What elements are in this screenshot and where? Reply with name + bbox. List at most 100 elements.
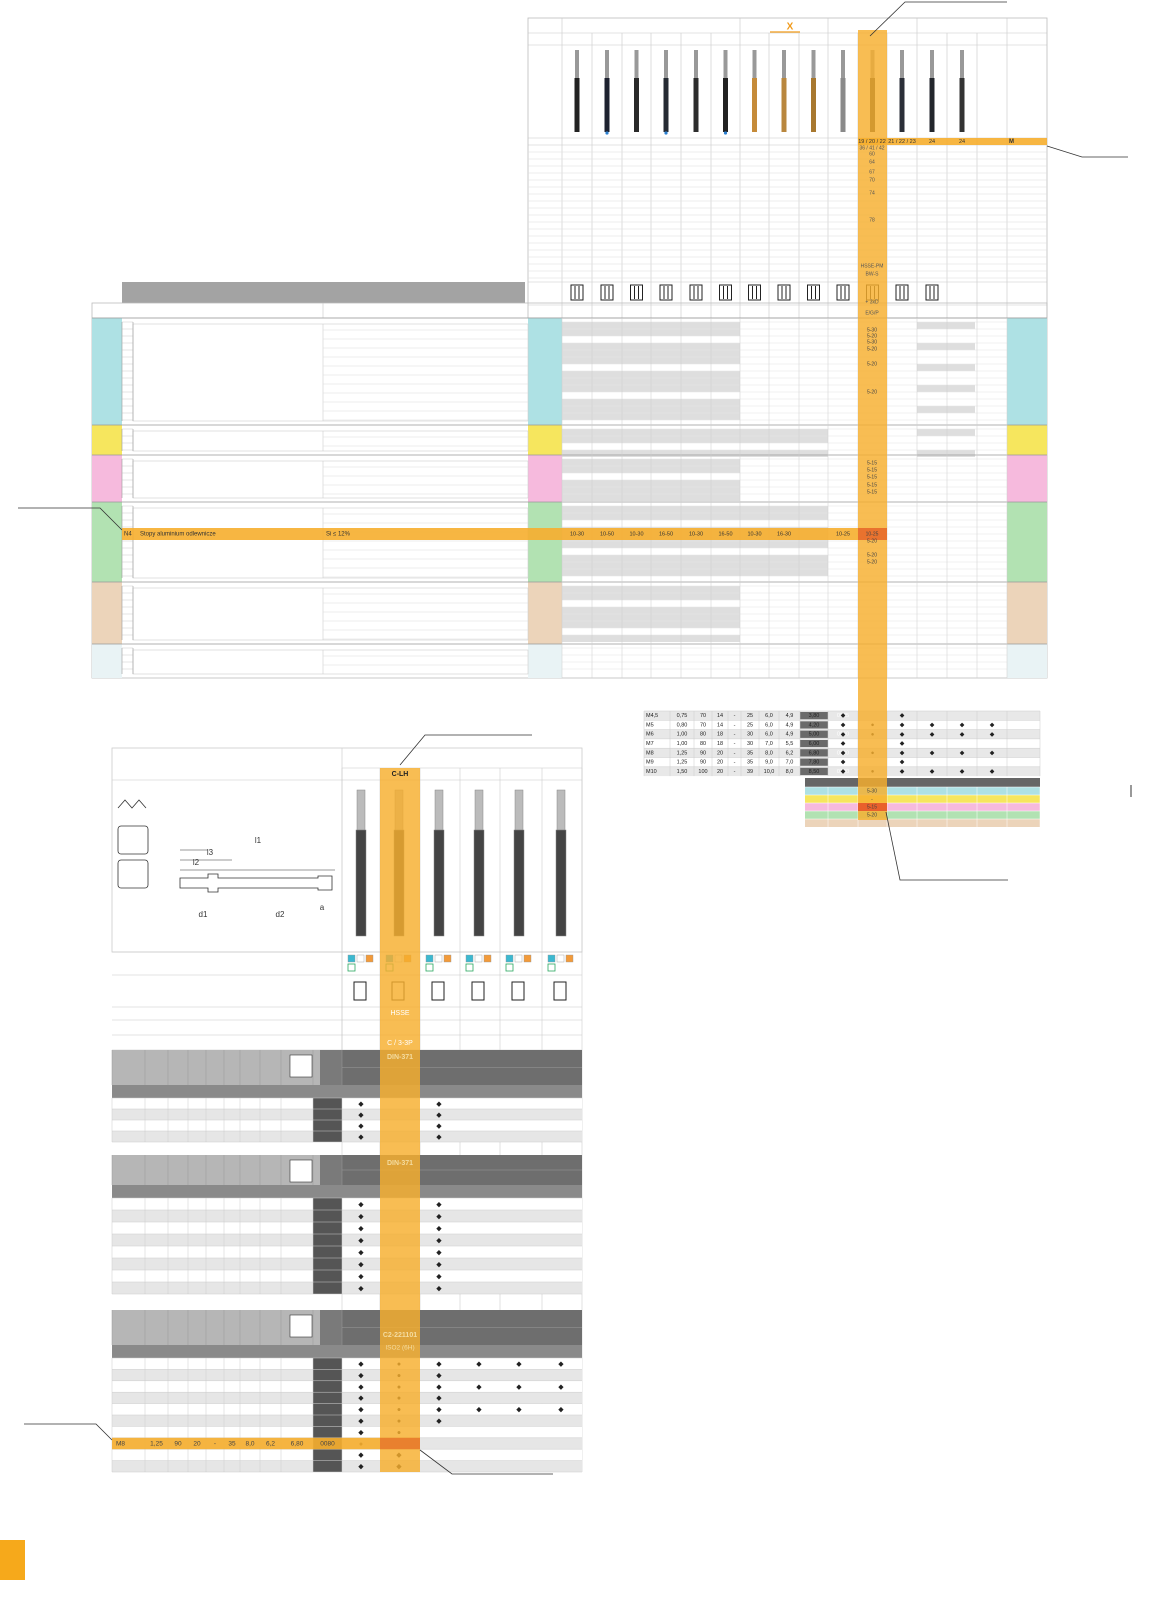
availability-mark: ◆ [436, 1261, 442, 1268]
size-value: 70 [700, 713, 706, 719]
size-value: 6,0 [765, 722, 773, 728]
size-value: 0100 [837, 769, 849, 775]
block-row [112, 1258, 582, 1270]
availability-mark: ◆ [476, 1361, 482, 1368]
size-value: 90 [700, 760, 706, 766]
size-value: 5,5 [786, 741, 794, 747]
availability-mark: ◆ [930, 723, 935, 729]
band [528, 582, 562, 644]
tool [752, 78, 757, 132]
availability-mark: ◆ [436, 1213, 442, 1220]
shade [917, 385, 975, 392]
size-value: - [734, 732, 736, 738]
size-value: 35 [747, 750, 753, 756]
code-cell [800, 739, 828, 748]
shade [562, 450, 828, 457]
availability-mark: ◆ [990, 750, 995, 756]
tool [555, 829, 567, 937]
size-value: 8,50 [809, 769, 820, 775]
band [528, 318, 562, 425]
size-value: 8,0 [245, 1441, 254, 1448]
size-value: 6,80 [291, 1441, 304, 1448]
availability-mark: ◆ [516, 1361, 522, 1368]
tool-shank [514, 789, 524, 831]
block-row [112, 1222, 582, 1234]
block-row [112, 1120, 582, 1131]
shade [562, 436, 828, 443]
group-icon [556, 954, 565, 963]
tolerance: ISO2 (6H) [385, 1345, 414, 1352]
availability-mark: ◆ [358, 1361, 364, 1368]
availability-mark: ◆ [436, 1123, 442, 1130]
tool-shank [575, 50, 579, 80]
availability-mark: ◆ [516, 1407, 522, 1414]
size-value: - [734, 760, 736, 766]
availability-mark: ◆ [358, 1452, 364, 1459]
group-icon [365, 954, 374, 963]
block-row [112, 1392, 582, 1404]
block-head-left [112, 1050, 320, 1085]
code-cell [313, 1210, 342, 1222]
tool [355, 829, 367, 937]
block-row [112, 1109, 582, 1120]
dimension-label: l3 [207, 848, 214, 857]
availability-mark: ◆ [436, 1372, 442, 1379]
speed-value: 16-30 [777, 531, 791, 537]
thread-symbol [117, 799, 147, 809]
availability-mark: ◆ [358, 1134, 364, 1141]
tool-shank [434, 789, 444, 831]
block-head-left [112, 1155, 320, 1185]
column-value: 5-15 [867, 474, 877, 480]
availability-mark: ◆ [358, 1261, 364, 1268]
size-value: - [734, 722, 736, 728]
size-value: M8 [116, 1441, 125, 1448]
column-value: 5-20 [867, 538, 877, 544]
icon [777, 284, 791, 301]
size-value: - [734, 741, 736, 747]
size-value: 0070 [837, 741, 849, 747]
dimension-label: l1 [255, 836, 262, 845]
column-value: 36 / 41 / 42 [859, 145, 884, 151]
size-value: M5 [646, 722, 654, 728]
size-value: 18 [717, 732, 723, 738]
size-row [644, 738, 1040, 749]
band [92, 318, 122, 425]
name-block [132, 507, 529, 579]
size-value: 18 [717, 741, 723, 747]
tool-dot [605, 131, 609, 135]
size-value: M10 [646, 769, 657, 775]
size-value: 100 [698, 769, 707, 775]
size-value: 25 [747, 722, 753, 728]
size-value: 0045 [837, 713, 849, 719]
availability-mark: ◆ [436, 1361, 442, 1368]
block-row [112, 1282, 582, 1294]
availability-mark: ◆ [358, 1123, 364, 1130]
name-block [132, 323, 529, 422]
size-row [644, 766, 1040, 777]
block-row [112, 1098, 582, 1109]
size-value: 90 [174, 1441, 182, 1448]
code-cell [313, 1358, 342, 1370]
availability-mark: ◆ [900, 741, 905, 747]
availability-mark: ◆ [358, 1112, 364, 1119]
column-value: 5-20 [867, 361, 877, 367]
icon [471, 981, 485, 1001]
tool [634, 78, 639, 132]
availability-mark: ◆ [558, 1361, 564, 1368]
availability-mark: ◆ [930, 732, 935, 738]
section-icon [289, 1054, 313, 1078]
material-header-bar [122, 282, 525, 303]
block-row [112, 1460, 582, 1472]
band [1007, 318, 1047, 425]
code-cell [313, 1198, 342, 1210]
size-value: 4,9 [786, 713, 794, 719]
tool-dot [723, 131, 728, 135]
standard: DIN-371 [387, 1160, 413, 1167]
band [1007, 644, 1047, 678]
tool-shank [841, 50, 845, 80]
icon [719, 284, 732, 301]
size-row [644, 720, 1040, 730]
availability-mark: ◆ [358, 1201, 364, 1208]
size-value: - [734, 713, 736, 719]
icon [807, 284, 820, 301]
